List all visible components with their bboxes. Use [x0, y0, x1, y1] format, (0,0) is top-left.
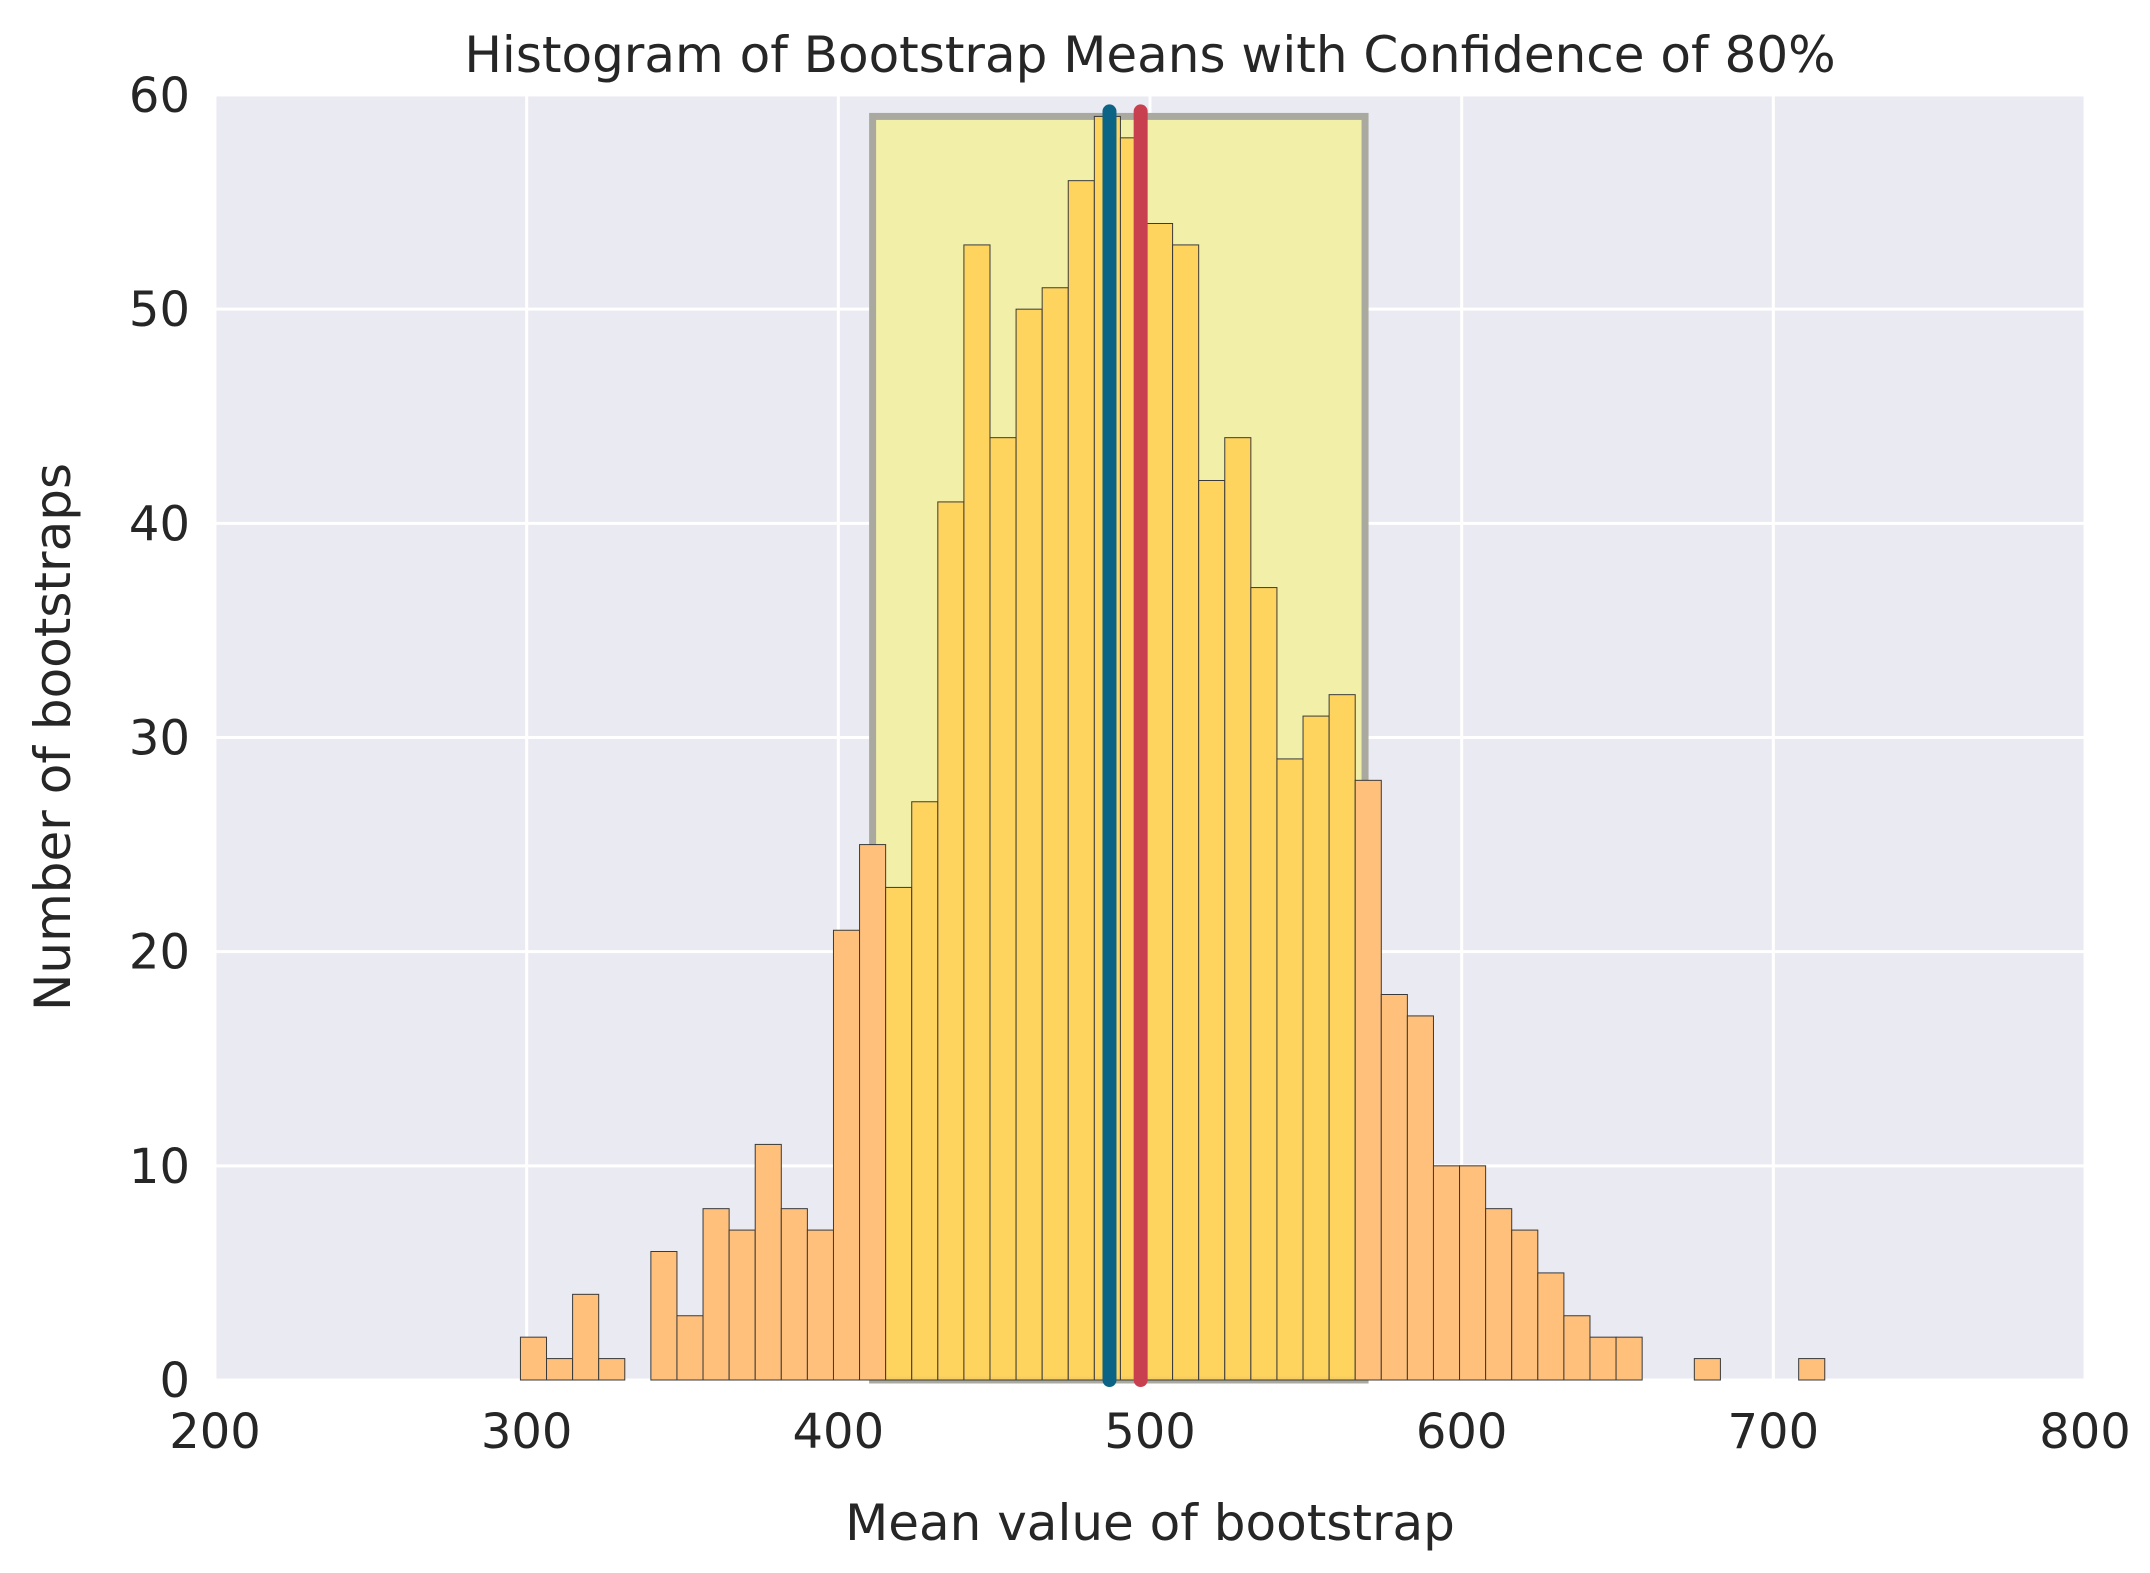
chart-title: Histogram of Bootstrap Means with Confid…	[464, 26, 1835, 84]
histogram-bar	[1380, 994, 1408, 1381]
x-tick-label: 600	[1416, 1404, 1508, 1460]
y-tick-label: 30	[129, 711, 190, 767]
x-tick-label: 800	[2039, 1404, 2131, 1460]
histogram-bar	[728, 1229, 756, 1381]
histogram-bar	[1172, 244, 1200, 1381]
y-tick-label: 60	[129, 68, 190, 124]
histogram-bar	[859, 844, 887, 1381]
histogram-bar	[1276, 758, 1304, 1381]
histogram-bar	[1198, 480, 1226, 1381]
histogram-bar	[1041, 287, 1069, 1381]
histogram-bar	[963, 244, 991, 1381]
histogram-bar	[989, 437, 1017, 1381]
histogram-bar	[1589, 1336, 1617, 1381]
histogram-bar	[1511, 1229, 1539, 1381]
histogram-bar	[1406, 1015, 1434, 1381]
x-tick-label: 500	[1104, 1404, 1196, 1460]
y-tick-label: 50	[129, 282, 190, 338]
histogram-bar	[1615, 1336, 1643, 1381]
x-tick-label: 400	[793, 1404, 885, 1460]
histogram-bar	[676, 1315, 704, 1381]
histogram-bar	[1015, 308, 1043, 1381]
x-tick-label: 300	[481, 1404, 573, 1460]
histogram-bar	[1432, 1165, 1461, 1381]
x-tick-label: 700	[1728, 1404, 1820, 1460]
histogram-bar	[1224, 437, 1252, 1381]
y-tick-label: 20	[129, 925, 190, 981]
histogram-bar	[1354, 779, 1382, 1381]
histogram-bar	[780, 1208, 808, 1381]
histogram-bar	[1250, 587, 1278, 1381]
y-tick-label: 10	[129, 1139, 190, 1195]
histogram-bar	[1798, 1358, 1826, 1381]
x-axis-label: Mean value of bootstrap	[845, 1494, 1455, 1552]
histogram-bar	[1459, 1165, 1487, 1381]
histogram-bar	[754, 1143, 782, 1381]
histogram-bar	[1693, 1358, 1721, 1381]
y-tick-label: 40	[129, 496, 190, 552]
histogram-bar	[1146, 223, 1174, 1381]
histogram-bar	[885, 886, 913, 1381]
histogram-bar	[1067, 180, 1095, 1381]
histogram-bar	[937, 501, 965, 1381]
histogram-bar	[1485, 1208, 1513, 1381]
mean-markers	[1102, 104, 1148, 1387]
histogram-bar	[702, 1208, 730, 1381]
histogram-bar	[806, 1229, 834, 1381]
histogram-bar	[911, 801, 939, 1381]
histogram-bar	[1302, 715, 1330, 1381]
histogram-bar	[832, 929, 861, 1381]
x-tick-labels: 200 300 400 500 600 700 800	[169, 1404, 2131, 1460]
histogram-bar	[1537, 1272, 1565, 1381]
histogram-bar	[572, 1293, 600, 1381]
histogram-bar	[1328, 694, 1356, 1381]
histogram-bar	[546, 1358, 574, 1381]
histogram-bar	[519, 1336, 548, 1381]
histogram-bars	[519, 115, 1826, 1381]
histogram-bar	[1563, 1315, 1591, 1381]
histogram-bar	[650, 1251, 678, 1381]
histogram-bar	[598, 1358, 626, 1381]
y-tick-labels: 0 10 20 30 40 50 60	[129, 68, 190, 1409]
y-axis-label: Number of bootstraps	[24, 463, 82, 1011]
x-tick-label: 200	[169, 1404, 261, 1460]
y-tick-label: 0	[159, 1353, 190, 1409]
